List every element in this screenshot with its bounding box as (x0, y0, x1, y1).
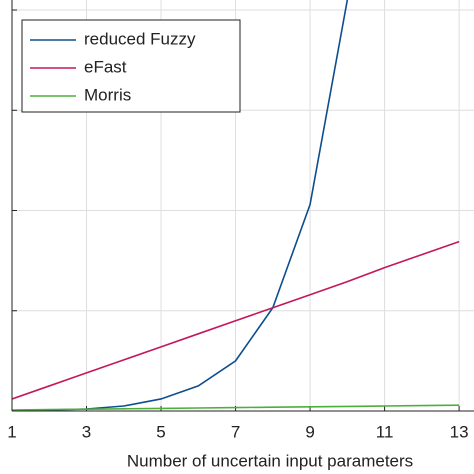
series-line (12, 240, 460, 400)
x-tick-label: 7 (231, 422, 240, 441)
x-tick-label: 11 (376, 422, 394, 441)
legend-label: eFast (84, 57, 127, 76)
legend-label: Morris (84, 85, 131, 104)
x-tick-label: 5 (156, 422, 165, 441)
series-line (12, 404, 460, 411)
legend-label: reduced Fuzzy (84, 29, 196, 48)
x-axis-label: Number of uncertain input parameters (127, 451, 413, 470)
x-tick-label: 1 (7, 422, 16, 441)
x-tick-label: 13 (450, 422, 469, 441)
legend: reduced Fuzzy eFast Morris (21, 19, 241, 113)
x-tick-label: 9 (305, 422, 314, 441)
plot-lines (12, 0, 460, 411)
x-tick-label: 3 (82, 422, 91, 441)
